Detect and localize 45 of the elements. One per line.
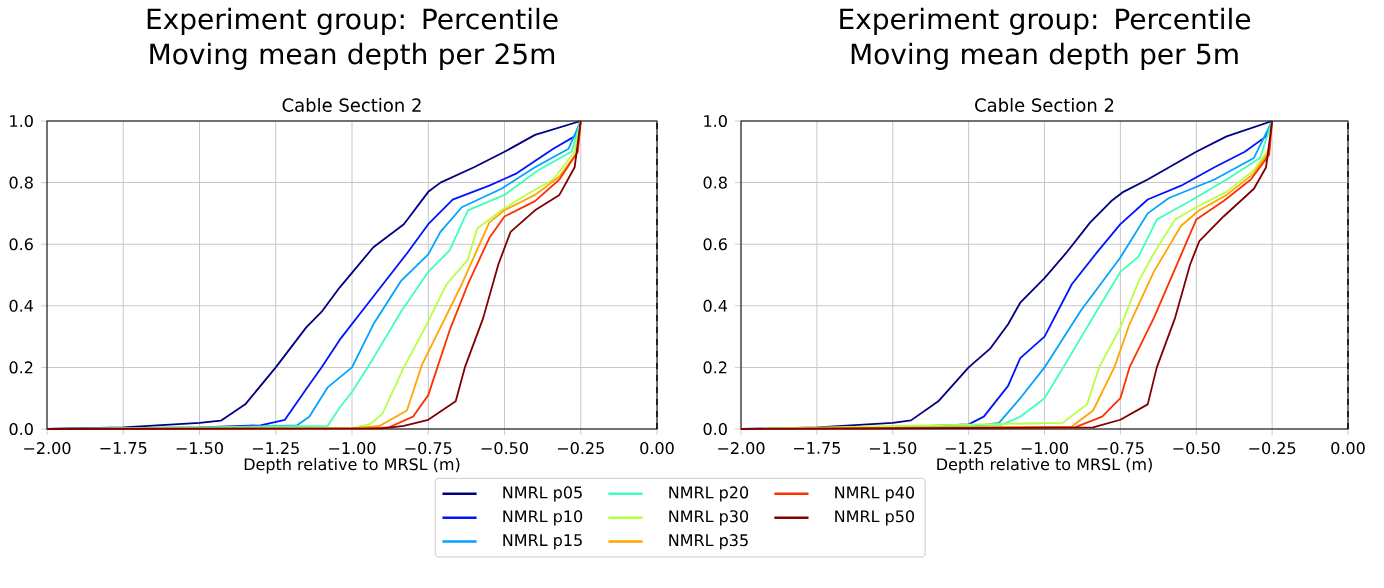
- chart-subtitle: Cable Section 2: [975, 98, 1114, 112]
- y-tick-label: 1.0: [704, 114, 727, 128]
- y-tick-label: 0.4: [9, 299, 34, 312]
- x-tick-label: −1.75: [100, 442, 147, 454]
- y-tick-label: 0.0: [9, 422, 33, 436]
- y-tick-label: 0.6: [703, 238, 727, 251]
- x-tick-label: −0.75: [405, 442, 452, 455]
- legend-label: NMRL p20: [669, 486, 749, 502]
- x-tick-label: 0.00: [640, 442, 674, 455]
- x-tick-label: −1.75: [794, 442, 841, 454]
- y-tick-label: 0.6: [9, 238, 33, 251]
- legend-label: NMRL p50: [835, 510, 915, 526]
- y-tick-label: 0.8: [703, 176, 727, 189]
- line-series: [46, 120, 582, 430]
- chart-title: Experiment group: Percentile Moving mean depth per 25m: [147, 7, 558, 70]
- x-axis-title: Depth relative to MRSL (m): [244, 457, 460, 474]
- x-tick-label: −2.00: [24, 442, 71, 455]
- y-tick-label: 0.2: [9, 361, 33, 374]
- x-axis-title: Depth relative to MRSL (m): [937, 457, 1152, 474]
- chart-subtitle: Cable Section 2: [282, 98, 421, 112]
- y-tick-label: 1.0: [10, 114, 33, 128]
- legend-label: NMRL p15: [503, 534, 582, 550]
- x-tick-label: −2.00: [718, 442, 765, 455]
- x-tick-label: −1.25: [252, 442, 299, 455]
- x-tick-label: −0.25: [557, 442, 604, 455]
- y-tick-label: 0.8: [9, 176, 33, 189]
- y-tick-label: 0.4: [703, 299, 728, 312]
- x-tick-label: −0.50: [481, 442, 528, 455]
- x-tick-label: −1.25: [945, 442, 992, 455]
- chart-title: Experiment group: Percentile Moving mean depth per 5m: [840, 7, 1251, 70]
- legend-label: NMRL p40: [835, 486, 915, 502]
- legend-label: NMRL p35: [669, 534, 748, 550]
- y-tick-label: 0.2: [703, 361, 727, 374]
- x-tick-label: −0.75: [1097, 442, 1144, 455]
- x-tick-label: −0.25: [1249, 442, 1296, 455]
- x-tick-label: −1.00: [1021, 442, 1068, 455]
- x-tick-label: −0.50: [1173, 442, 1220, 455]
- legend-label: NMRL p10: [503, 510, 583, 526]
- x-tick-label: −1.00: [329, 442, 376, 455]
- x-tick-label: −1.50: [176, 442, 223, 455]
- legend-label: NMRL p30: [669, 510, 749, 526]
- y-tick-label: 0.0: [703, 422, 727, 436]
- legend-label: NMRL p05: [503, 486, 582, 502]
- x-tick-label: −1.50: [869, 442, 917, 455]
- x-tick-label: 0.00: [1331, 442, 1365, 455]
